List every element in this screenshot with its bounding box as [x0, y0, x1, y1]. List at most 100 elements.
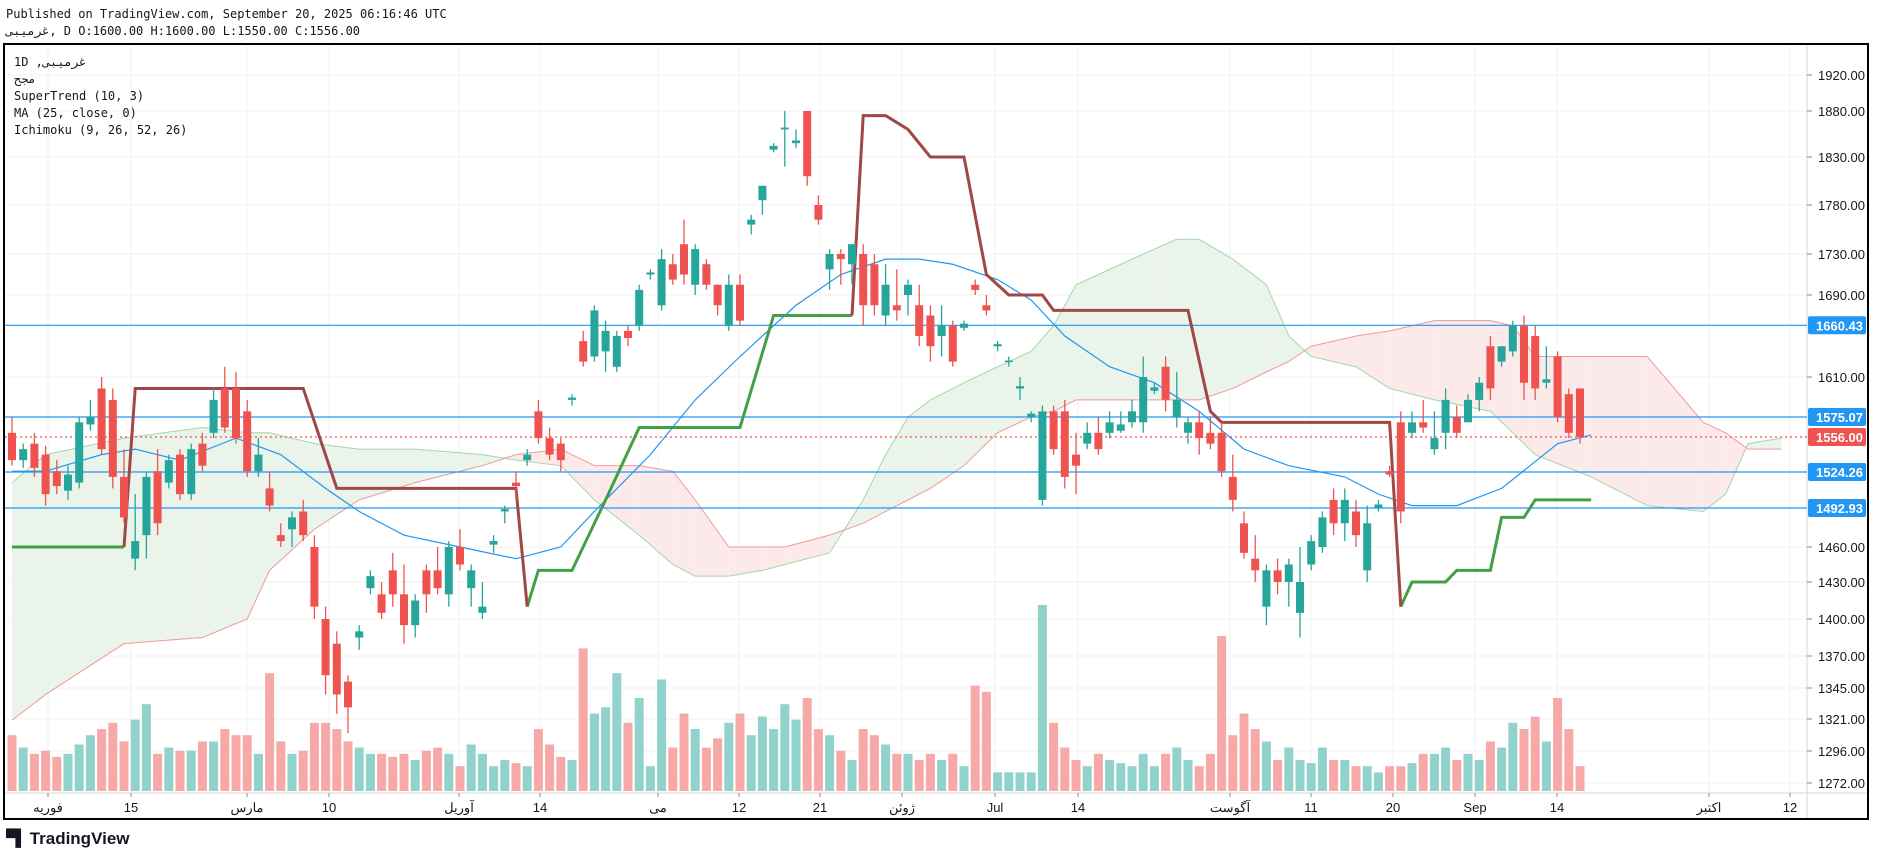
volume-bar [612, 673, 622, 791]
volume-bar [197, 741, 207, 791]
volume-bar [119, 741, 129, 791]
volume-bar [85, 735, 95, 791]
time-tick-label: 14 [1071, 800, 1085, 815]
candle-body [646, 272, 655, 275]
volume-bar [231, 735, 241, 791]
candle-body [321, 619, 330, 676]
cloud-segment [1490, 320, 1513, 433]
volume-bar [7, 735, 17, 791]
candle-body [75, 422, 84, 483]
volume-bar [1060, 747, 1070, 791]
candle-body [1251, 558, 1260, 571]
candle-body [64, 474, 72, 491]
candle-body [915, 305, 924, 336]
volume-bar [645, 766, 655, 791]
candle-body [1240, 523, 1248, 553]
volume-bar [242, 735, 252, 791]
cloud-segment [359, 449, 416, 500]
volume-bar [63, 753, 73, 791]
chart-frame [3, 43, 1869, 820]
candle-body [288, 517, 296, 530]
volume-bar [29, 753, 39, 791]
candle-body [265, 488, 274, 506]
candle-body [892, 305, 901, 311]
candle-body [780, 127, 789, 130]
candle-body [209, 399, 218, 433]
volume-bar [690, 729, 700, 791]
legend-symbol[interactable]: 1D ,غرمیبی [14, 55, 87, 69]
volume-bar [813, 729, 823, 791]
candle-body [601, 330, 610, 352]
volume-bar [1564, 729, 1574, 791]
time-tick-label: آوریل [444, 799, 475, 816]
candle-body [1161, 366, 1170, 400]
volume-bar [1474, 760, 1484, 791]
time-tick-label: مارس [230, 800, 263, 816]
price-axis[interactable]: 1920.00 1880.00 1830.00 1780.00 1730.00 1690.… [1807, 68, 1866, 791]
volume-bar [332, 729, 342, 791]
price-tick-label: 1610.00 [1818, 370, 1865, 385]
cloud-segment [1703, 422, 1726, 512]
cloud-segment [1311, 336, 1356, 367]
candle-body [545, 438, 554, 455]
candle-body [1262, 570, 1271, 607]
volume-bar [634, 698, 644, 791]
tradingview-logo[interactable]: ▀▌ TradingView [6, 829, 130, 849]
candle-body [1027, 413, 1036, 418]
legend-ma[interactable]: MA (25, close, 0) [14, 106, 137, 120]
candle-body [512, 482, 520, 487]
volume-bar [1385, 766, 1395, 791]
candle-body [344, 681, 352, 708]
supertrend-down-segment [122, 386, 529, 607]
cloud-segment [1725, 432, 1748, 495]
volume-bar [455, 766, 465, 791]
last-price-tag [1808, 428, 1866, 446]
supertrend-down-segment [850, 114, 1403, 607]
ichimoku-cloud [11, 238, 1782, 721]
price-tick-label: 1730.00 [1818, 247, 1865, 262]
cloud-segment [1356, 330, 1390, 389]
candle-body [1172, 399, 1181, 418]
candle-body [736, 284, 744, 321]
volume-bar [511, 763, 521, 791]
supertrend-up-segment [1399, 498, 1592, 608]
candle-body [1139, 377, 1148, 423]
volume-bar [1217, 636, 1227, 791]
cloud-segment [908, 399, 931, 500]
cloud-segment [672, 471, 696, 577]
candle-body [758, 185, 767, 201]
volume-bar [1004, 772, 1014, 791]
candle-body [1363, 523, 1372, 571]
candle-body [1329, 499, 1338, 524]
candle-body [713, 284, 722, 306]
price-tick-label: 1370.00 [1818, 649, 1865, 664]
legend-supertrend[interactable]: SuperTrend (10, 3) [14, 89, 145, 103]
candle-body [1475, 382, 1484, 400]
price-tick-label: 1780.00 [1818, 198, 1865, 213]
time-tick-label: می [649, 800, 667, 815]
candle-body [960, 323, 968, 328]
time-axis[interactable]: فوریه 15 مارس 10 آوریل 14 می 12 21 ژوئن Jul 14 آگوست… [33, 793, 1797, 816]
volume-bar [500, 760, 510, 791]
candle-body [1452, 417, 1461, 433]
legend-ichimoku[interactable]: Ichimoku (9, 26, 52, 26) [14, 123, 188, 137]
price-tag-label: 1492.93 [1816, 501, 1863, 516]
candle-body [8, 432, 16, 461]
volume-bar [1530, 716, 1540, 791]
volume-bar [130, 719, 140, 791]
volume-bar [1015, 772, 1025, 791]
volume-bar [1026, 772, 1036, 791]
cloud-segment [594, 465, 640, 536]
volume-bar [466, 744, 476, 791]
volume-bar [903, 753, 913, 791]
cloud-segment [1076, 264, 1121, 400]
cloud-segment [762, 547, 785, 571]
cloud-segment [1120, 249, 1155, 400]
candle-body [52, 471, 61, 487]
volume-bar [1351, 766, 1361, 791]
volume-bars [7, 605, 1585, 791]
price-tick-label: 1272.00 [1818, 776, 1865, 791]
price-tick-label: 1345.00 [1818, 681, 1865, 696]
volume-bar [1228, 735, 1238, 791]
